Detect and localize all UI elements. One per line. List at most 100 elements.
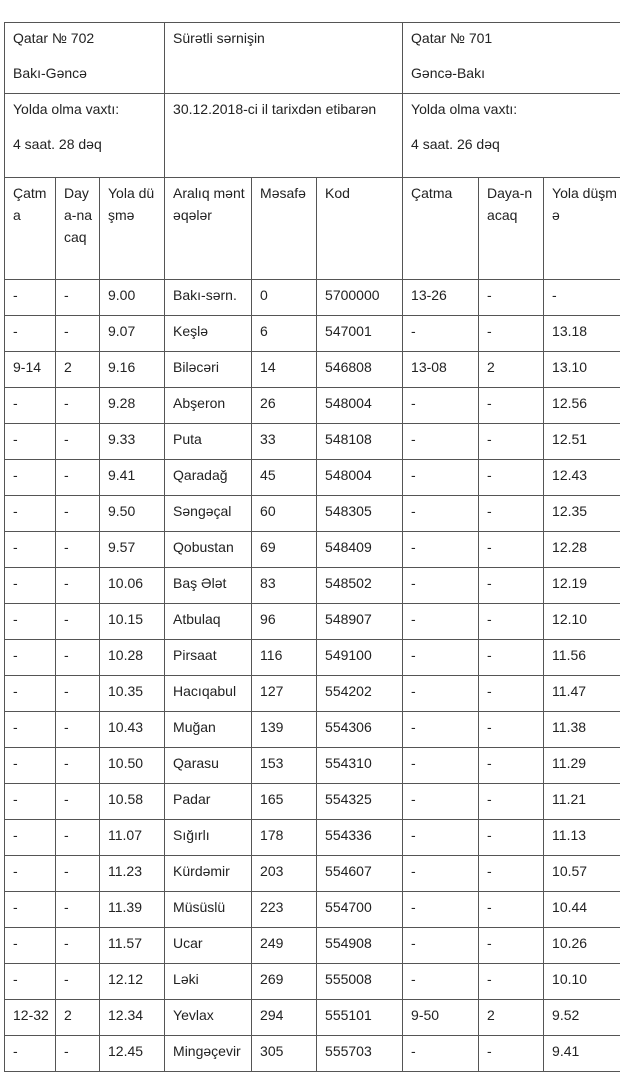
cell-return-departure: 11.47 (543, 675, 620, 712)
cell-stop: - (55, 603, 100, 640)
cell-stop: - (55, 279, 100, 316)
train-type-cell: Sürətli sərnişin (164, 22, 404, 94)
cell-return-departure: 12.10 (543, 603, 620, 640)
cell-departure: 9.28 (98, 387, 166, 424)
cell-return-arrival: - (402, 387, 480, 424)
cell-station: Baş Ələt (164, 567, 253, 604)
cell-departure: 9.07 (98, 315, 166, 352)
cell-station: Sığırlı (164, 819, 253, 856)
cell-return-departure: 13.18 (543, 315, 620, 352)
cell-code: 548305 (316, 495, 404, 532)
table-row: - -11.39 Müsüslü 223 554700- -10.44 (4, 891, 620, 928)
table-row: - -11.23 Kürdəmir 203 554607- -10.57 (4, 855, 620, 892)
table-row: - -9.28 Abşeron 26 548004- -12.56 (4, 387, 620, 424)
cell-return-departure: 10.44 (543, 891, 620, 928)
cell-distance: 26 (251, 387, 318, 424)
cell-return-arrival: - (402, 459, 480, 496)
cell-departure: 10.43 (98, 711, 166, 748)
table-row: - -10.06 Baş Ələt 83 548502- -12.19 (4, 567, 620, 604)
column-header-arrival: Çatma (4, 177, 56, 280)
right-train-cell: Qatar № 701 Gəncə-Bakı (402, 22, 620, 94)
cell-arrival: - (4, 639, 56, 676)
header-row-travel-time: Yolda olma vaxtı: 4 saat. 28 dəq 30.12.2… (3, 93, 620, 178)
cell-return-stop: - (478, 279, 545, 316)
cell-code: 554325 (316, 783, 404, 820)
cell-return-arrival: - (402, 927, 480, 964)
cell-code: 554700 (316, 891, 404, 928)
cell-station: Padar (164, 783, 253, 820)
cell-return-arrival: - (402, 639, 480, 676)
cell-distance: 294 (251, 999, 318, 1036)
cell-return-departure: 12.35 (543, 495, 620, 532)
cell-distance: 153 (251, 747, 318, 784)
cell-return-departure: 10.57 (543, 855, 620, 892)
cell-departure: 10.50 (98, 747, 166, 784)
cell-arrival: - (4, 423, 56, 460)
cell-station: Yevlax (164, 999, 253, 1036)
column-header-return-arrival: Çatma (402, 177, 480, 280)
cell-distance: 249 (251, 927, 318, 964)
cell-return-stop: - (478, 747, 545, 784)
cell-distance: 178 (251, 819, 318, 856)
cell-return-stop: - (478, 675, 545, 712)
cell-station: Müsüslü (164, 891, 253, 928)
right-travel-label: Yolda olma vaxtı: (411, 101, 518, 117)
cell-station: Kürdəmir (164, 855, 253, 892)
effective-date-cell: 30.12.2018-ci il tarixdən etibarən (164, 93, 404, 178)
cell-arrival: - (4, 603, 56, 640)
cell-station: Səngəçal (164, 495, 253, 532)
cell-distance: 203 (251, 855, 318, 892)
cell-return-stop: - (478, 927, 545, 964)
cell-return-stop: - (478, 783, 545, 820)
table-row: - -9.50 Səngəçal 60 548305- -12.35 (4, 495, 620, 532)
left-travel-label: Yolda olma vaxtı: (13, 101, 120, 117)
cell-arrival: - (4, 675, 56, 712)
cell-return-arrival: - (402, 891, 480, 928)
cell-code: 548108 (316, 423, 404, 460)
header-row-train: Qatar № 702 Bakı-Gəncə Sürətli sərnişin … (3, 22, 620, 94)
table-row: - -9.33 Puta 33 548108- -12.51 (4, 423, 620, 460)
cell-stop: - (55, 819, 100, 856)
cell-code: 549100 (316, 639, 404, 676)
cell-station: Pirsaat (164, 639, 253, 676)
cell-return-stop: - (478, 567, 545, 604)
cell-return-departure: 9.52 (543, 999, 620, 1036)
cell-stop: - (55, 927, 100, 964)
cell-departure: 9.57 (98, 531, 166, 568)
cell-stop: - (55, 711, 100, 748)
cell-distance: 0 (251, 279, 318, 316)
cell-code: 555008 (316, 963, 404, 1000)
cell-distance: 60 (251, 495, 318, 532)
cell-departure: 12.34 (98, 999, 166, 1036)
cell-return-departure: 11.38 (543, 711, 620, 748)
cell-arrival: - (4, 1035, 56, 1072)
cell-return-departure: 11.56 (543, 639, 620, 676)
cell-distance: 139 (251, 711, 318, 748)
cell-stop: 2 (55, 999, 100, 1036)
effective-date: 30.12.2018-ci il tarixdən etibarən (173, 101, 377, 117)
cell-stop: - (55, 531, 100, 568)
cell-departure: 10.58 (98, 783, 166, 820)
cell-code: 554908 (316, 927, 404, 964)
cell-return-stop: - (478, 639, 545, 676)
cell-return-stop: - (478, 963, 545, 1000)
cell-return-stop: - (478, 531, 545, 568)
cell-stop: - (55, 1035, 100, 1072)
cell-return-departure: 11.29 (543, 747, 620, 784)
train-schedule-table: Qatar № 702 Bakı-Gəncə Sürətli sərnişin … (3, 22, 620, 1072)
cell-departure: 12.12 (98, 963, 166, 1000)
cell-return-arrival: - (402, 603, 480, 640)
cell-return-departure: 12.19 (543, 567, 620, 604)
cell-departure: 9.16 (98, 351, 166, 388)
cell-departure: 9.00 (98, 279, 166, 316)
cell-stop: - (55, 855, 100, 892)
cell-code: 548004 (316, 459, 404, 496)
cell-return-arrival: - (402, 747, 480, 784)
cell-departure: 10.15 (98, 603, 166, 640)
cell-station: Qaradağ (164, 459, 253, 496)
cell-return-arrival: - (402, 783, 480, 820)
cell-station: Biləcəri (164, 351, 253, 388)
cell-return-departure: 9.41 (543, 1035, 620, 1072)
table-row: - -9.00 Bakı-sərn. 0 5700000 13-26- - (4, 279, 620, 316)
cell-code: 554336 (316, 819, 404, 856)
